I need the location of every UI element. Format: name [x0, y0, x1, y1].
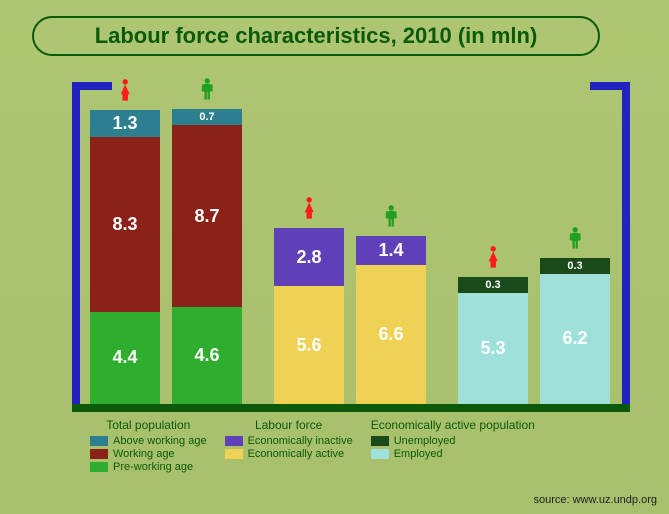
- bar-segment: 0.7: [172, 109, 242, 125]
- female-icon: [302, 197, 316, 224]
- female-icon: [302, 197, 316, 219]
- legend-label: Economically active: [248, 448, 345, 460]
- male-icon: [568, 227, 582, 254]
- bar: 5.3 0.3: [458, 246, 528, 404]
- legends: Total population Above working ageWorking…: [90, 418, 630, 474]
- bar-segment: 8.7: [172, 125, 242, 308]
- bar-segment: 1.3: [90, 110, 160, 137]
- legend-swatch: [225, 436, 243, 446]
- stacked-bar: 4.6 8.7 0.7: [172, 109, 242, 404]
- frame-left: [72, 82, 80, 412]
- bar-segment: 4.6: [172, 307, 242, 404]
- female-icon: [118, 79, 132, 106]
- stacked-bar: 6.6 1.4: [356, 236, 426, 404]
- segment-value: 6.2: [562, 328, 587, 349]
- bar-segment: 6.2: [540, 274, 610, 404]
- segment-value: 2.8: [296, 247, 321, 268]
- legend-title: Total population: [106, 418, 190, 432]
- bar-segment: 1.4: [356, 236, 426, 265]
- male-icon: [568, 227, 582, 249]
- segment-value: 5.6: [296, 335, 321, 356]
- bar: 4.6 8.7 0.7: [172, 78, 242, 404]
- legend-swatch: [225, 449, 243, 459]
- bar-segment: 8.3: [90, 137, 160, 311]
- male-icon: [384, 205, 398, 227]
- legend-label: Pre-working age: [113, 461, 193, 473]
- stacked-bar: 5.3 0.3: [458, 277, 528, 404]
- legend-item: Working age: [90, 448, 207, 460]
- title-text: Labour force characteristics, 2010 (in m…: [95, 23, 538, 49]
- bars-area: 4.4 8.3 1.3 4.6 8.7 0.7 5.6 2.8 6.6 1.4 5.3 0.3…: [90, 95, 610, 404]
- stacked-bar: 6.2 0.3: [540, 258, 610, 404]
- female-icon: [118, 79, 132, 101]
- bar-segment: 0.3: [540, 258, 610, 274]
- legend-item: Unemployed: [371, 435, 456, 447]
- legend-swatch: [371, 449, 389, 459]
- legend-swatch: [90, 436, 108, 446]
- legend-label: Economically inactive: [248, 435, 353, 447]
- bar: 4.4 8.3 1.3: [90, 79, 160, 404]
- segment-value: 5.3: [480, 338, 505, 359]
- male-icon: [200, 78, 214, 105]
- bar: 6.2 0.3: [540, 227, 610, 404]
- bar-segment: 4.4: [90, 312, 160, 404]
- bar-segment: 6.6: [356, 265, 426, 404]
- female-icon: [486, 246, 500, 268]
- legend-item: Above working age: [90, 435, 207, 447]
- segment-value: 0.7: [199, 111, 214, 123]
- legend-item: Employed: [371, 448, 456, 460]
- bar-segment: 5.3: [458, 293, 528, 404]
- frame-top-right: [590, 82, 630, 90]
- legend-label: Employed: [394, 448, 443, 460]
- legend-title: Economically active population: [371, 418, 535, 432]
- segment-value: 1.3: [112, 113, 137, 134]
- stacked-bar: 5.6 2.8: [274, 228, 344, 404]
- female-icon: [486, 246, 500, 273]
- segment-value: 4.4: [112, 347, 137, 368]
- bar-segment: 5.6: [274, 286, 344, 404]
- segment-value: 0.3: [567, 260, 582, 272]
- legend-block: Economically active population Unemployed…: [371, 418, 535, 474]
- frame-baseline: [72, 404, 630, 412]
- legend-item: Economically active: [225, 448, 353, 460]
- legend-block: Total population Above working ageWorking…: [90, 418, 207, 474]
- male-icon: [200, 78, 214, 100]
- stacked-bar: 4.4 8.3 1.3: [90, 110, 160, 404]
- source-text: source: www.uz.undp.org: [533, 494, 657, 506]
- segment-value: 0.3: [485, 279, 500, 291]
- legend-swatch: [371, 436, 389, 446]
- segment-value: 1.4: [378, 240, 403, 261]
- legend-label: Above working age: [113, 435, 207, 447]
- male-icon: [384, 205, 398, 232]
- bar-segment: 0.3: [458, 277, 528, 293]
- segment-value: 8.3: [112, 214, 137, 235]
- legend-item: Economically inactive: [225, 435, 353, 447]
- legend-item: Pre-working age: [90, 461, 207, 473]
- segment-value: 8.7: [194, 206, 219, 227]
- legend-label: Unemployed: [394, 435, 456, 447]
- legend-block: Labour force Economically inactiveEconomi…: [225, 418, 353, 474]
- legend-swatch: [90, 449, 108, 459]
- legend-title: Labour force: [255, 418, 322, 432]
- infographic-canvas: Labour force characteristics, 2010 (in m…: [0, 0, 669, 514]
- bar-segment: 2.8: [274, 228, 344, 287]
- segment-value: 6.6: [378, 324, 403, 345]
- segment-value: 4.6: [194, 345, 219, 366]
- bar: 5.6 2.8: [274, 197, 344, 404]
- title-pill: Labour force characteristics, 2010 (in m…: [32, 16, 600, 56]
- legend-label: Working age: [113, 448, 175, 460]
- legend-swatch: [90, 462, 108, 472]
- frame-right: [622, 82, 630, 412]
- bar: 6.6 1.4: [356, 205, 426, 404]
